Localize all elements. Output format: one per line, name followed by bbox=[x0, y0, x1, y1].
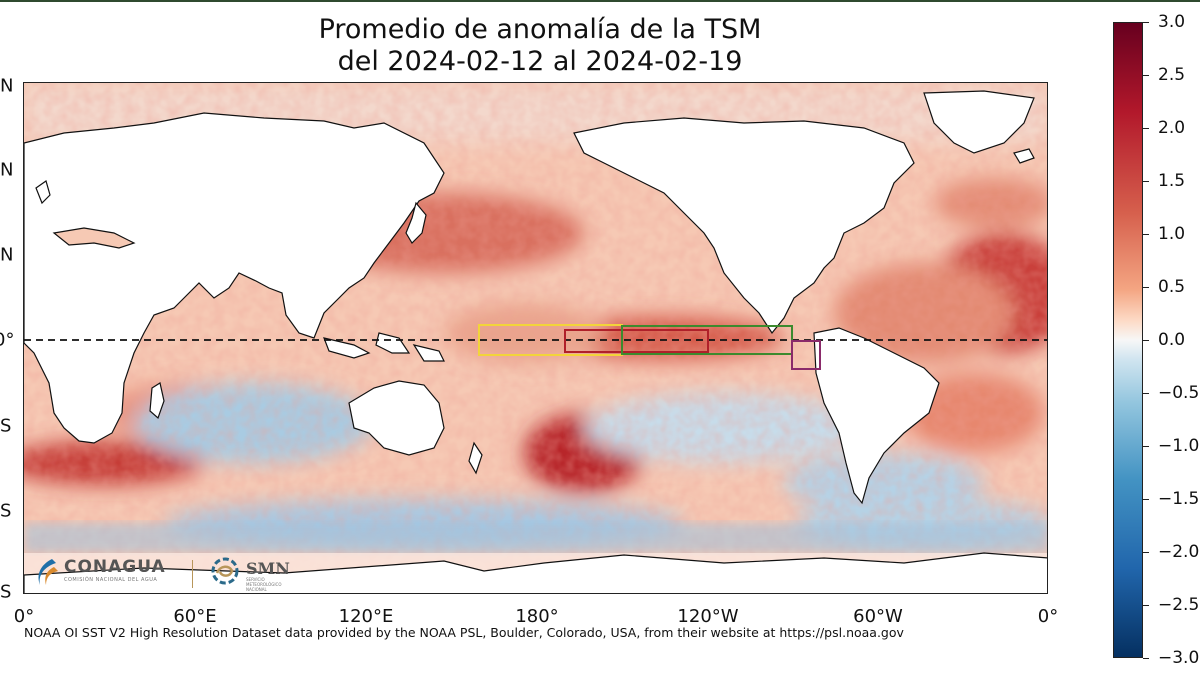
xtick-180: 180° bbox=[515, 606, 559, 627]
colorbar-tick-label: −1.5 bbox=[1158, 489, 1200, 509]
conagua-subtitle: COMISIÓN NACIONAL DEL AGUA bbox=[64, 577, 158, 583]
north-america bbox=[573, 117, 915, 335]
ytick-5: S bbox=[0, 415, 12, 437]
madagascar bbox=[149, 382, 165, 420]
xtick-60w: 60°W bbox=[853, 606, 903, 627]
colorbar-tick-mark bbox=[1143, 234, 1149, 235]
antarctica bbox=[24, 552, 1047, 593]
region-nino12 bbox=[791, 340, 821, 370]
ytick-equator: 0° bbox=[0, 329, 15, 351]
map-svg bbox=[24, 83, 1047, 593]
eurasia-africa bbox=[24, 112, 445, 444]
japan bbox=[405, 201, 427, 244]
colorbar-tick-label: 1.0 bbox=[1158, 224, 1186, 244]
colorbar-tick-mark bbox=[1143, 22, 1149, 23]
smn-emblem-icon bbox=[211, 557, 239, 585]
conagua-logo: CONAGUA COMISIÓN NACIONAL DEL AGUA bbox=[32, 555, 182, 591]
ytick-1: N bbox=[0, 75, 14, 97]
colorbar-tick-label: 0.0 bbox=[1158, 330, 1186, 350]
colorbar-tick-label: −2.5 bbox=[1158, 595, 1200, 615]
xtick-0-end: 0° bbox=[1037, 606, 1059, 627]
smn-logo: SMN SERVICIO METEOROLÓGICO NACIONAL bbox=[208, 555, 308, 592]
ytick-7: S bbox=[0, 581, 12, 603]
indonesia bbox=[323, 337, 371, 359]
chart-title: Promedio de anomalía de la TSM del 2024-… bbox=[240, 14, 840, 78]
colorbar-tick-label: −0.5 bbox=[1158, 383, 1200, 403]
colorbar-tick-mark bbox=[1143, 393, 1149, 394]
colorbar-tick-mark bbox=[1143, 552, 1149, 553]
data-credit: NOAA OI SST V2 High Resolution Dataset d… bbox=[24, 625, 904, 640]
colorbar-tick-label: −1.0 bbox=[1158, 436, 1200, 456]
colorbar-tick-label: 1.5 bbox=[1158, 171, 1186, 191]
colorbar-tick-label: 2.0 bbox=[1158, 118, 1186, 138]
south-america bbox=[813, 327, 940, 505]
greenland bbox=[923, 90, 1035, 154]
conagua-name: CONAGUA bbox=[64, 557, 166, 577]
australia bbox=[348, 380, 445, 456]
colorbar bbox=[1113, 22, 1143, 658]
colorbar-tick-label: 3.0 bbox=[1158, 12, 1186, 32]
colorbar-tick-mark bbox=[1143, 287, 1149, 288]
ytick-6: S bbox=[0, 500, 12, 522]
new-zealand bbox=[468, 441, 483, 475]
sst-anomaly-map bbox=[23, 82, 1048, 594]
colorbar-tick-mark bbox=[1143, 499, 1149, 500]
title-line-2: del 2024-02-12 al 2024-02-19 bbox=[337, 46, 743, 77]
logo-divider bbox=[192, 560, 193, 588]
title-line-1: Promedio de anomalía de la TSM bbox=[318, 14, 762, 45]
xtick-60e: 60°E bbox=[173, 606, 217, 627]
ytick-2: N bbox=[0, 159, 14, 181]
smn-subtitle: SERVICIO METEOROLÓGICO NACIONAL bbox=[246, 577, 282, 592]
colorbar-tick-mark bbox=[1143, 181, 1149, 182]
xtick-0: 0° bbox=[13, 606, 35, 627]
colorbar-tick-label: −2.0 bbox=[1158, 542, 1200, 562]
colorbar-tick-mark bbox=[1143, 75, 1149, 76]
colorbar-tick-label: 2.5 bbox=[1158, 65, 1186, 85]
colorbar-tick-mark bbox=[1143, 658, 1149, 659]
conagua-emblem-icon bbox=[38, 559, 58, 585]
region-nino34 bbox=[564, 329, 709, 353]
colorbar-tick-label: −3.0 bbox=[1158, 648, 1200, 668]
colorbar-tick-mark bbox=[1143, 340, 1149, 341]
colorbar-tick-mark bbox=[1143, 446, 1149, 447]
colorbar-tick-label: 0.5 bbox=[1158, 277, 1186, 297]
colorbar-tick-mark bbox=[1143, 605, 1149, 606]
ytick-3: N bbox=[0, 244, 14, 266]
colorbar-tick-mark bbox=[1143, 128, 1149, 129]
xtick-120w: 120°W bbox=[677, 606, 739, 627]
smn-name: SMN bbox=[246, 559, 290, 578]
xtick-120e: 120°E bbox=[338, 606, 394, 627]
top-border bbox=[0, 0, 1200, 2]
continents bbox=[24, 90, 1047, 593]
